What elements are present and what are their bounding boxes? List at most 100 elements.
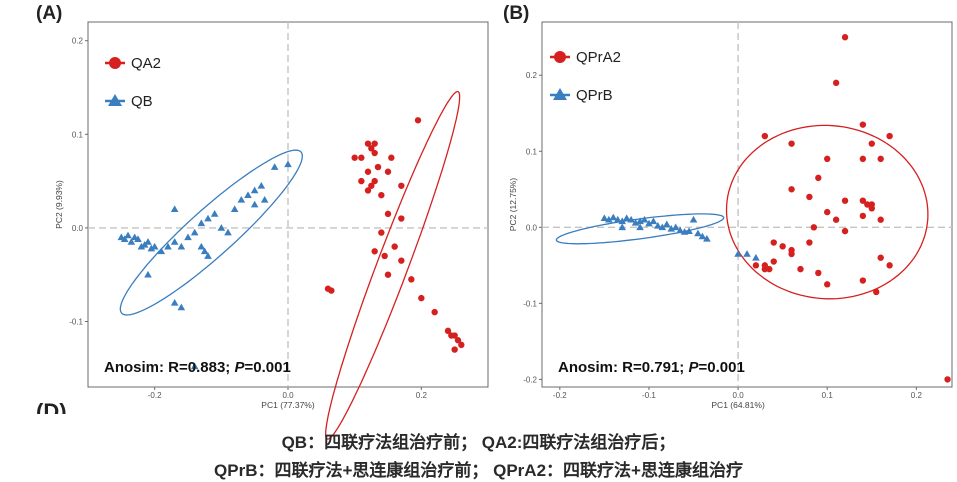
data-point-qb [177,242,186,250]
y-tick-label: -0.1 [69,317,83,326]
plot-frame [541,21,953,388]
data-point-qa2 [371,149,378,157]
y-axis-title: PC2 (12.75%) [508,178,518,232]
data-point-qprb [654,221,662,229]
confidence-ellipse-qpra2 [725,124,929,300]
data-point-qb [204,252,212,259]
data-point-qpra2 [815,174,822,182]
data-point-qpra2 [788,186,795,193]
x-axis-title: PC1 (77.37%) [261,400,315,410]
y-tick-label: 0.2 [72,37,84,46]
data-point-qpra2 [859,212,867,220]
data-point-qpra2 [761,132,769,140]
data-point-qprb [636,223,644,231]
data-point-qa2 [451,346,458,353]
y-tick-label: -0.2 [523,375,537,384]
legend-label-qprb: QPrB [576,87,613,104]
data-point-qpra2 [868,140,875,147]
data-point-qb [230,205,239,213]
data-point-qprb [752,253,760,261]
data-point-qb [170,205,179,213]
y-tick-label: 0.0 [72,224,84,233]
data-point-qa2 [398,215,405,222]
data-point-qb [144,270,152,278]
data-point-qb [197,219,206,227]
data-point-qa2 [398,257,405,264]
data-point-qpra2 [779,243,786,250]
data-point-qpra2 [824,155,831,163]
data-point-qpra2 [832,79,840,87]
data-point-qpra2 [877,155,884,163]
legend-marker-qa2 [109,57,121,69]
panel-label-b: (B) [503,3,530,24]
y-tick-label: 0.2 [526,71,538,80]
x-axis-title: PC1 (64.81%) [711,400,765,410]
data-point-qprb [703,234,711,242]
data-point-qa2 [458,341,465,349]
data-point-qpra2 [841,227,849,235]
data-point-qpra2 [859,277,867,284]
data-point-qb [190,362,199,370]
panel-label-a: (A) [36,3,63,24]
data-point-qprb [627,215,635,223]
data-point-qprb [676,226,684,234]
data-point-qpra2 [752,262,760,269]
data-point-qa2 [371,248,378,255]
data-point-qb [224,228,232,236]
x-tick-label: 0.0 [282,391,294,400]
data-point-qpra2 [877,254,884,261]
data-point-qa2 [374,163,382,171]
legend-label-qa2: QA2 [131,55,161,72]
x-tick-label: 0.1 [822,391,834,400]
data-point-qpra2 [877,216,884,223]
data-point-qpra2 [770,258,777,265]
caption-line-2: QPrB：四联疗法+思连康组治疗前； QPrA2：四联疗法+思连康组治疗 [214,461,743,480]
data-point-qa2 [378,229,385,236]
x-tick-label: -0.2 [553,391,567,400]
data-point-qprb [618,223,627,231]
data-point-qpra2 [864,201,871,208]
data-point-qa2 [384,210,392,218]
data-point-qb [127,238,136,245]
data-point-qpra2 [806,239,813,246]
pca-plot-a: -0.2 0.0 0.2 -0.1 0.0 0.1 0.2 PC1 (77.37%) PC2 (… [54,21,489,440]
data-point-qb [147,244,156,252]
data-point-qa2 [364,140,372,147]
data-point-qb [270,163,279,170]
data-point-qb [177,303,186,311]
data-point-qpra2 [859,121,867,128]
data-point-qprb [609,213,618,221]
anosim-stat: Anosim: R=0.791; P=0.001 [558,359,745,376]
data-point-qa2 [444,327,452,335]
data-point-qa2 [418,294,425,302]
legend-marker-qb [108,94,122,106]
data-point-qa2 [368,182,375,189]
data-point-qpra2 [841,197,849,204]
data-point-qpra2 [815,269,822,277]
legend-label-qpra2: QPrA2 [576,49,621,66]
data-point-qprb [640,215,649,223]
data-point-qb [134,235,142,242]
data-point-qprb [743,250,751,257]
data-point-qa2 [388,154,395,161]
data-point-qprb [671,223,680,231]
data-point-qb [284,160,292,168]
legend-label-qb: QB [131,93,153,110]
data-point-qb [197,242,206,250]
data-point-qa2 [368,145,375,152]
data-point-qa2 [454,337,462,344]
x-tick-label: -0.1 [642,391,656,400]
data-point-qa2 [391,243,398,250]
data-point-qb [120,235,129,242]
legend-marker-qpra2 [554,51,566,63]
data-point-qb [257,181,266,189]
y-tick-label: -0.1 [523,299,537,308]
data-point-qa2 [371,140,378,147]
data-point-qpra2 [873,288,880,296]
data-point-qa2 [384,168,392,175]
pca-plot-b: -0.2 -0.1 0.0 0.1 0.2 -0.2 -0.1 0.0 0.1 0.2 PC1 (6… [508,21,953,410]
data-point-qpra2 [841,34,849,41]
x-tick-label: 0.2 [911,391,923,400]
data-point-qb [237,196,246,203]
legend-marker-qprb [553,88,567,100]
